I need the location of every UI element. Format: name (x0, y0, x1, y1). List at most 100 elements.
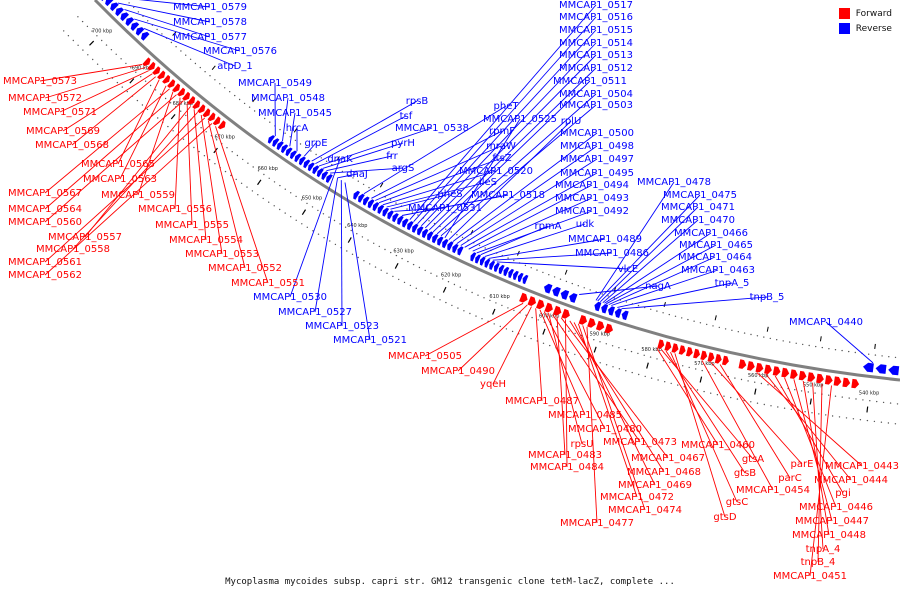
reverse-gene[interactable] (544, 283, 553, 294)
reverse-gene[interactable] (452, 243, 459, 254)
reverse-gene[interactable] (367, 199, 375, 209)
gene-label[interactable]: rpsB (406, 96, 429, 107)
forward-gene[interactable] (816, 373, 824, 384)
reverse-gene[interactable] (517, 272, 524, 283)
gene-label[interactable]: pheS (437, 189, 462, 200)
gene-label[interactable]: MMCAP1_0530 (253, 292, 327, 303)
reverse-gene[interactable] (362, 196, 370, 206)
gene-label[interactable]: MMCAP1_0545 (258, 108, 332, 119)
reverse-gene[interactable] (614, 308, 622, 318)
reverse-gene[interactable] (407, 221, 414, 231)
gene-label[interactable]: MMCAP1_0573 (3, 76, 77, 87)
gene-label[interactable]: MMCAP1_0556 (138, 204, 212, 215)
gene-label[interactable]: pheT (494, 101, 520, 112)
gene-label[interactable]: rpsU (571, 439, 594, 450)
gene-label[interactable]: MMCAP1_0451 (773, 571, 847, 582)
gene-label[interactable]: MMCAP1_0490 (421, 366, 495, 377)
gene-label[interactable]: MMCAP1_0579 (173, 2, 247, 13)
gene-label[interactable]: MMCAP1_0503 (559, 100, 633, 111)
forward-gene[interactable] (152, 66, 161, 75)
forward-gene[interactable] (172, 83, 181, 93)
gene-label[interactable]: MMCAP1_0523 (305, 321, 379, 332)
gene-label[interactable]: grpE (304, 138, 327, 149)
reverse-gene[interactable] (621, 310, 629, 321)
gene-label[interactable]: MMCAP1_0555 (155, 220, 229, 231)
forward-gene[interactable] (807, 372, 816, 382)
gene-label[interactable]: pyrH (391, 138, 415, 149)
forward-gene[interactable] (700, 350, 708, 361)
reverse-gene[interactable] (377, 204, 385, 214)
forward-gene[interactable] (197, 104, 206, 114)
forward-gene[interactable] (587, 317, 596, 328)
reverse-gene[interactable] (141, 31, 150, 41)
reverse-gene[interactable] (489, 260, 496, 270)
gene-label[interactable]: MMCAP1_0551 (231, 278, 305, 289)
forward-gene[interactable] (707, 352, 715, 362)
gene-label[interactable]: MMCAP1_0497 (560, 154, 634, 165)
reverse-gene[interactable] (422, 228, 429, 239)
gene-label[interactable]: tnpB_5 (750, 292, 785, 303)
gene-label[interactable]: MMCAP1_0475 (663, 190, 737, 201)
gene-label[interactable]: vlcE (618, 264, 639, 275)
reverse-gene[interactable] (522, 274, 529, 285)
reverse-gene[interactable] (105, 0, 114, 7)
gene-label[interactable]: tsf (400, 111, 413, 122)
gene-label[interactable]: MMCAP1_0464 (678, 252, 752, 263)
gene-label[interactable]: MMCAP1_0487 (505, 396, 579, 407)
forward-gene[interactable] (678, 345, 686, 355)
gene-label[interactable]: MMCAP1_0558 (36, 244, 110, 255)
forward-gene[interactable] (764, 364, 772, 375)
gene-label[interactable]: MMCAP1_0576 (203, 46, 277, 57)
reverse-gene[interactable] (412, 223, 419, 233)
reverse-gene[interactable] (498, 264, 505, 275)
forward-gene[interactable] (162, 74, 171, 84)
forward-gene[interactable] (561, 308, 570, 319)
reverse-gene[interactable] (382, 207, 390, 217)
gene-label[interactable]: MMCAP1_0518 (471, 190, 545, 201)
gene-label[interactable]: MMCAP1_0467 (631, 453, 705, 464)
reverse-gene[interactable] (276, 141, 284, 151)
forward-gene[interactable] (147, 61, 156, 71)
forward-gene[interactable] (212, 116, 221, 126)
forward-gene[interactable] (177, 87, 186, 97)
gene-label[interactable]: MMCAP1_0562 (8, 270, 82, 281)
gene-label[interactable]: MMCAP1_0492 (555, 206, 629, 217)
forward-gene[interactable] (664, 341, 672, 351)
gene-label[interactable]: ileS (479, 177, 497, 188)
gene-label[interactable]: MMCAP1_0466 (674, 228, 748, 239)
reverse-gene[interactable] (397, 215, 404, 225)
gene-label[interactable]: MMCAP1_0552 (208, 263, 282, 274)
gene-label[interactable]: MMCAP1_0494 (555, 180, 629, 191)
reverse-gene[interactable] (281, 144, 289, 154)
forward-gene[interactable] (187, 96, 196, 105)
gene-label[interactable]: gtsA (742, 454, 764, 465)
gene-label[interactable]: MMCAP1_0520 (459, 166, 533, 177)
forward-gene[interactable] (595, 320, 605, 331)
gene-label[interactable]: argS (392, 163, 415, 174)
reverse-gene[interactable] (387, 210, 394, 220)
reverse-gene[interactable] (442, 239, 449, 249)
reverse-gene[interactable] (303, 159, 311, 169)
gene-label[interactable]: tnpA_5 (715, 278, 750, 289)
gene-label[interactable]: MMCAP1_0472 (600, 492, 674, 503)
gene-label[interactable]: MMCAP1_0505 (388, 351, 462, 362)
reverse-gene[interactable] (130, 22, 140, 31)
gene-label[interactable]: MMCAP1_0470 (661, 215, 735, 226)
reverse-gene[interactable] (494, 262, 500, 272)
gene-label[interactable]: MMCAP1_0549 (238, 78, 312, 89)
gene-label[interactable]: MMCAP1_0463 (681, 265, 755, 276)
reverse-gene[interactable] (569, 293, 578, 303)
reverse-gene[interactable] (289, 150, 297, 160)
gene-label[interactable]: parE (791, 459, 814, 470)
gene-label[interactable]: MMCAP1_0495 (560, 168, 634, 179)
gene-label[interactable]: ftsZ (492, 153, 511, 164)
reverse-gene[interactable] (437, 236, 444, 246)
gene-label[interactable]: MMCAP1_0514 (559, 38, 633, 49)
reverse-gene[interactable] (601, 304, 609, 314)
reverse-gene[interactable] (888, 365, 900, 376)
reverse-gene[interactable] (272, 138, 280, 147)
forward-gene[interactable] (157, 70, 166, 80)
reverse-gene[interactable] (513, 270, 519, 281)
gene-label[interactable]: MMCAP1_0486 (575, 248, 649, 259)
forward-gene[interactable] (544, 302, 553, 313)
